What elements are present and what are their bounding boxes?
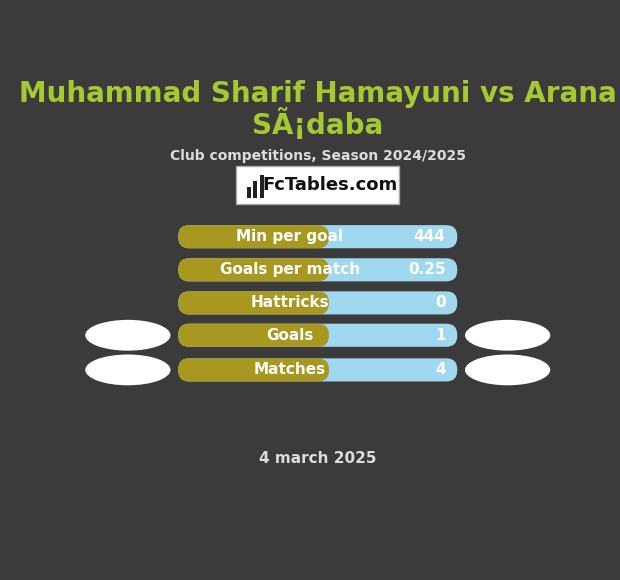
Text: 0: 0 [435, 295, 446, 310]
Text: 0.25: 0.25 [408, 262, 446, 277]
Text: 4 march 2025: 4 march 2025 [259, 451, 376, 466]
FancyBboxPatch shape [179, 324, 329, 347]
Text: Goals: Goals [266, 328, 314, 343]
Text: Club competitions, Season 2024/2025: Club competitions, Season 2024/2025 [170, 149, 466, 163]
FancyBboxPatch shape [179, 291, 329, 314]
Text: Goals per match: Goals per match [219, 262, 360, 277]
FancyBboxPatch shape [260, 175, 264, 198]
FancyBboxPatch shape [179, 225, 458, 248]
FancyBboxPatch shape [236, 166, 399, 204]
Ellipse shape [86, 320, 170, 351]
Text: 1: 1 [435, 328, 446, 343]
FancyBboxPatch shape [179, 258, 458, 281]
Text: Muhammad Sharif Hamayuni vs Arana: Muhammad Sharif Hamayuni vs Arana [19, 80, 617, 108]
FancyBboxPatch shape [179, 225, 329, 248]
FancyBboxPatch shape [247, 187, 251, 198]
Text: Matches: Matches [254, 362, 326, 378]
Text: Hattricks: Hattricks [250, 295, 329, 310]
Text: 444: 444 [414, 229, 446, 244]
Ellipse shape [465, 354, 551, 385]
FancyBboxPatch shape [254, 182, 257, 198]
FancyBboxPatch shape [179, 324, 458, 347]
Ellipse shape [465, 320, 551, 351]
FancyBboxPatch shape [179, 358, 458, 382]
FancyBboxPatch shape [179, 291, 458, 314]
FancyBboxPatch shape [179, 358, 329, 382]
Ellipse shape [86, 354, 170, 385]
Text: FcTables.com: FcTables.com [262, 176, 397, 194]
Text: Min per goal: Min per goal [236, 229, 343, 244]
Text: 4: 4 [435, 362, 446, 378]
Text: SÃ¡daba: SÃ¡daba [252, 107, 383, 140]
FancyBboxPatch shape [179, 258, 329, 281]
